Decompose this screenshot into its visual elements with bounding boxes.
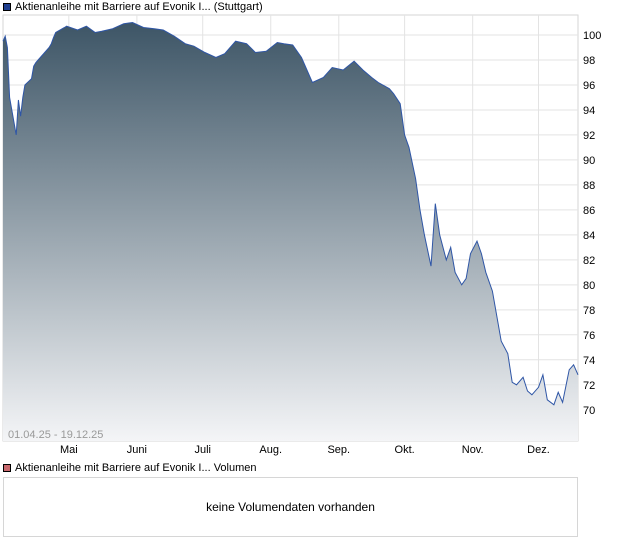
y-tick-label: 86 [583,205,595,217]
y-tick-label: 82 [583,255,595,267]
x-tick-label: Sep. [327,444,350,456]
y-tick-label: 72 [583,380,595,392]
x-tick-label: Dez. [527,444,550,456]
x-tick-label: Okt. [395,444,415,456]
y-tick-label: 80 [583,280,595,292]
price-legend-swatch [3,3,11,11]
volume-legend-swatch [3,464,11,472]
volume-legend: Aktienanleihe mit Barriere auf Evonik I.… [3,461,257,475]
y-tick-label: 98 [583,55,595,67]
price-legend: Aktienanleihe mit Barriere auf Evonik I.… [3,0,263,14]
y-tick-label: 100 [583,30,601,42]
volume-empty-message: keine Volumendaten vorhanden [206,500,375,514]
x-tick-label: Nov. [462,444,484,456]
price-line [2,21,579,406]
y-tick-label: 78 [583,305,595,317]
price-legend-label: Aktienanleihe mit Barriere auf Evonik I.… [15,1,263,13]
y-tick-label: 94 [583,105,595,117]
x-tick-label: Aug. [259,444,282,456]
x-tick-label: Juli [194,444,211,456]
y-tick-label: 88 [583,180,595,192]
x-tick-label: Juni [127,444,147,456]
y-tick-label: 70 [583,405,595,417]
x-axis-ticks: Mai Juni Juli Aug. Sep. Okt. Nov. Dez. [60,444,550,456]
y-tick-label: 74 [583,355,595,367]
price-area [3,22,578,441]
y-tick-label: 90 [583,155,595,167]
y-axis-ticks: 70 72 74 76 78 80 82 84 86 88 90 92 94 96 98 100 [583,30,601,417]
y-tick-label: 96 [583,80,595,92]
date-range-label: 01.04.25 - 19.12.25 [8,429,103,441]
y-tick-label: 84 [583,230,595,242]
y-tick-label: 92 [583,130,595,142]
x-tick-label: Mai [60,444,78,456]
volume-panel: keine Volumendaten vorhanden [3,477,578,537]
y-tick-label: 76 [583,330,595,342]
price-chart: 70 72 74 76 78 80 82 84 86 88 90 92 94 96 98 100 Mai Jun… [2,14,601,456]
volume-legend-label: Aktienanleihe mit Barriere auf Evonik I.… [15,462,257,474]
